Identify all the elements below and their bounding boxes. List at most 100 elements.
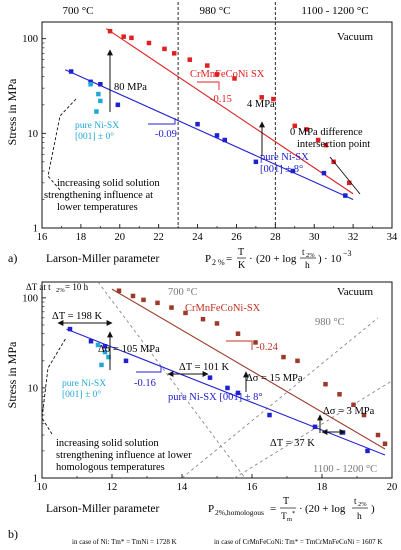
panel-a-point-s2-1 bbox=[96, 91, 101, 97]
panel-b-slope-label-ni: -0.16 bbox=[134, 378, 156, 389]
panel-b-xlabel: Larson-Miller parameter bbox=[46, 503, 160, 515]
panel-b-data-points bbox=[67, 288, 388, 454]
panel-b-point-s1-5 bbox=[225, 385, 230, 391]
panel-a-series-label-ni0-line1: pure Ni-SX bbox=[75, 121, 119, 131]
panel-a-series-label-ni8-line1: pure Ni-SX bbox=[260, 152, 309, 163]
panel-a-label-80mpa: 80 MPa bbox=[114, 82, 147, 93]
svg-text:(20 + log: (20 + log bbox=[305, 503, 346, 515]
panel-a-series-label-cantor: CrMnFeCoNi SX bbox=[190, 69, 265, 80]
panel-b-ytick-label-2: 100 bbox=[22, 293, 38, 304]
panel-b-point-s1-8 bbox=[312, 424, 318, 430]
panel-a-xtick-label-9: 34 bbox=[387, 232, 398, 243]
panel-b-point-s0-3 bbox=[155, 300, 160, 306]
panel-b-point-s0-1 bbox=[130, 293, 136, 299]
panel-a-xtick-label-5: 26 bbox=[231, 232, 242, 243]
panel-b-point-s0-7 bbox=[214, 321, 220, 326]
panel-b-note-line2: strengthening influence at lower bbox=[56, 450, 192, 461]
panel-b-point-s0-12 bbox=[323, 381, 328, 387]
svg-text:t: t bbox=[302, 247, 305, 257]
panel-a-xtick-label-0: 16 bbox=[37, 232, 48, 243]
panel-b-point-s1-1 bbox=[88, 338, 94, 344]
panel-b-footnote-cantor: in case of CrMnFeCoNi: Tm* = TmCrMnFeCoN… bbox=[214, 538, 382, 546]
panel-a-background bbox=[41, 21, 393, 229]
panel-a-point-s0-9 bbox=[232, 76, 237, 81]
panel-a-xlabel: Larson-Miller parameter bbox=[46, 253, 160, 265]
panel-a-note-line2: strengthening influence at bbox=[44, 190, 153, 201]
panel-b-series-label-ni0-line1: pure Ni-SX bbox=[62, 379, 106, 389]
svg-text:K: K bbox=[238, 260, 246, 271]
panel-a-fit-lines bbox=[65, 28, 354, 201]
panel-a-xtick-label-1: 18 bbox=[76, 232, 87, 243]
svg-text:=: = bbox=[270, 503, 276, 515]
svg-text:2%,homologous: 2%,homologous bbox=[215, 508, 264, 517]
panel-a-label-4mpa: 4 MPa bbox=[247, 99, 275, 110]
svg-text:*: * bbox=[292, 510, 295, 517]
panel-a-fit-line-1 bbox=[65, 69, 354, 201]
panel-b-ytick-label-1: 10 bbox=[28, 383, 39, 394]
panel-a-slope-triangle-ni bbox=[148, 118, 176, 125]
panel-a-point-s0-10 bbox=[259, 95, 264, 100]
panel-b-xlabel-formula: P 2%,homologous = TT m* · (20 + log t 2% h ) bbox=[208, 496, 375, 523]
panel-b-slope-triangle-cantor bbox=[226, 340, 253, 350]
svg-text:h: h bbox=[305, 261, 310, 271]
panel-b-xtick-label-5: 20 bbox=[387, 482, 398, 493]
svg-text:): ) bbox=[318, 253, 322, 265]
panel-a-point-s1-4 bbox=[195, 121, 200, 127]
svg-text:·: · bbox=[299, 503, 303, 515]
panel-a-ytick-label-2: 100 bbox=[22, 34, 38, 45]
panel-b-isotherm-2 bbox=[234, 380, 393, 479]
panel-a-point-s0-7 bbox=[205, 63, 210, 68]
panel-b-xtick-label-1: 12 bbox=[107, 482, 118, 493]
panel-a-point-s1-9 bbox=[321, 170, 327, 176]
panel-a-label-intersection-1: 0 MPa difference bbox=[290, 127, 363, 138]
panel-b-isotherm-0 bbox=[97, 281, 246, 479]
panel-b-footnote-ni: in case of Ni: Tm* = TmNi = 1728 K bbox=[72, 538, 177, 546]
panel-b-point-s0-16 bbox=[375, 432, 381, 438]
panel-b-point-s0-8 bbox=[235, 331, 241, 336]
panel-a-xtick-label-4: 24 bbox=[192, 232, 203, 243]
panel-b-point-s0-14 bbox=[351, 402, 356, 408]
panel-b-point-s0-15 bbox=[361, 412, 367, 418]
panel-a-xtick-label-2: 20 bbox=[115, 232, 126, 243]
panel-b-xtick-label-3: 16 bbox=[247, 482, 258, 493]
panel-a-point-s0-3 bbox=[146, 40, 152, 46]
panel-b-isotherm-1 bbox=[181, 317, 379, 479]
panel-a-ylabel: Stress in MPa bbox=[5, 78, 19, 145]
panel-b-point-s0-0 bbox=[116, 288, 122, 293]
panel-a-point-s0-4 bbox=[162, 46, 167, 52]
panel-b-isotherm-label-980: 980 °C bbox=[315, 317, 345, 328]
panel-a: 16 18 20 22 24 26 28 30 32 34 1 10 100 700 °C 980 °C… bbox=[5, 2, 398, 271]
panel-a-point-s0-1 bbox=[121, 34, 126, 39]
panel-b-point-s0-10 bbox=[281, 354, 286, 360]
svg-text:2%: 2% bbox=[306, 252, 315, 259]
panel-a-point-s0-12 bbox=[292, 123, 298, 129]
panel-b-series-label-ni8: pure Ni-SX [001] ± 8° bbox=[168, 392, 263, 403]
panel-b-point-s1-2 bbox=[102, 344, 108, 349]
svg-text:h: h bbox=[357, 512, 362, 522]
panel-a-point-s0-5 bbox=[171, 51, 177, 56]
panel-b-fit-line-0 bbox=[111, 288, 386, 450]
panel-b-point-s2-3 bbox=[99, 362, 104, 368]
svg-text:P: P bbox=[208, 503, 214, 515]
svg-text:·: · bbox=[249, 253, 253, 265]
panel-a-point-s0-0 bbox=[107, 28, 113, 34]
panel-b-series-label-cantor: CrMnFeCoNi-SX bbox=[185, 303, 261, 314]
svg-text:· 10: · 10 bbox=[324, 253, 342, 265]
panel-b-point-s0-2 bbox=[141, 297, 146, 303]
panel-a-point-s1-0 bbox=[68, 69, 74, 74]
panel-b-isotherms bbox=[97, 281, 393, 479]
panel-b-label-dt-101: ΔT = 101 K bbox=[179, 362, 230, 373]
panel-b-point-s0-13 bbox=[337, 392, 342, 397]
panel-a-point-s1-6 bbox=[222, 137, 228, 143]
panel-b-point-s1-7 bbox=[267, 412, 272, 418]
panel-b-isotherm-label-1100: 1100 - 1200 °C bbox=[313, 464, 377, 475]
panel-b-background bbox=[41, 281, 393, 479]
panel-b-xtick-label-0: 10 bbox=[37, 482, 48, 493]
panel-b-slope-label-cantor: -0.24 bbox=[256, 342, 279, 353]
panel-b-panel-label: b) bbox=[8, 527, 18, 541]
panel-a-panel-label: a) bbox=[8, 251, 17, 265]
panel-b-bracket bbox=[41, 337, 67, 435]
panel-a-point-s1-8 bbox=[290, 168, 296, 174]
